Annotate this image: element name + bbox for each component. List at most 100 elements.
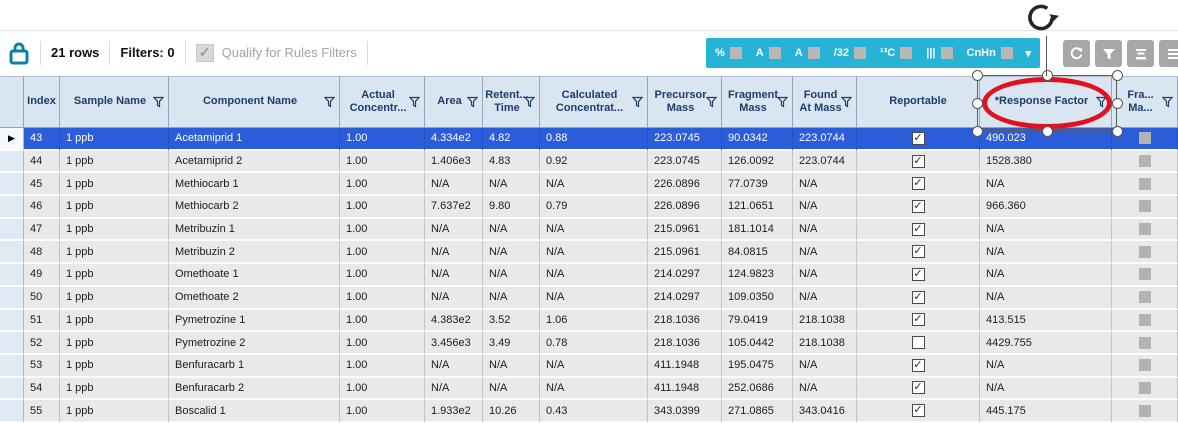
cell-sample[interactable]: 1 ppb [60, 128, 169, 151]
cell-component[interactable]: Methiocarb 1 [169, 173, 340, 197]
row-selector-cell[interactable] [0, 150, 24, 174]
row-selector-cell[interactable] [0, 218, 24, 242]
reportable-checkbox-checked[interactable]: ✓ [911, 267, 925, 281]
filter-icon[interactable] [706, 96, 717, 108]
cell-component[interactable]: Acetamiprid 1 [169, 128, 340, 151]
cell-actual[interactable]: 1.00 [340, 286, 425, 310]
cell-calc[interactable]: 0.78 [540, 332, 648, 355]
cell-response[interactable]: 413.515 [980, 309, 1112, 333]
cell-reportable[interactable]: ✓ [857, 150, 980, 174]
mass-accuracy-a1-icon[interactable]: A [755, 47, 764, 59]
cell-area[interactable]: N/A [425, 173, 483, 197]
reportable-checkbox-checked[interactable]: ✓ [911, 290, 925, 304]
cell-fragMa[interactable] [1112, 150, 1178, 174]
cell-reportable[interactable]: ✓ [857, 377, 980, 401]
cell-rt[interactable]: 10.26 [483, 400, 540, 423]
cell-response[interactable]: N/A [980, 377, 1112, 401]
mass-accuracy-a2-icon-toggle[interactable] [807, 47, 820, 59]
cell-precursor[interactable]: 223.0745 [648, 128, 722, 151]
cell-found[interactable]: 218.1038 [793, 332, 857, 355]
cell-actual[interactable]: 1.00 [340, 150, 425, 174]
cell-calc[interactable]: 0.88 [540, 128, 648, 151]
cell-fragment[interactable]: 181.1014 [722, 218, 793, 242]
cell-reportable[interactable]: ✓ [857, 196, 980, 219]
cell-calc[interactable]: N/A [540, 218, 648, 242]
cell-precursor[interactable]: 214.0297 [648, 286, 722, 310]
header-component-name[interactable]: Component Name [169, 76, 340, 128]
cell-area[interactable]: 7.637e2 [425, 196, 483, 219]
row-selector-cell[interactable] [0, 264, 24, 287]
cell-reportable[interactable]: ✓ [857, 264, 980, 287]
cell-found[interactable]: N/A [793, 264, 857, 287]
mass-accuracy-a2-icon[interactable]: A [794, 47, 803, 59]
cell-sample[interactable]: 1 ppb [60, 286, 169, 310]
cell-sample[interactable]: 1 ppb [60, 241, 169, 265]
row-selector-cell[interactable] [0, 241, 24, 265]
cell-response[interactable]: N/A [980, 264, 1112, 287]
cell-precursor[interactable]: 215.0961 [648, 241, 722, 265]
cell-area[interactable]: N/A [425, 241, 483, 265]
cell-fragment[interactable]: 77.0739 [722, 173, 793, 197]
reportable-checkbox-checked[interactable]: ✓ [911, 199, 925, 213]
cell-index[interactable]: 43 [24, 128, 60, 151]
cell-actual[interactable]: 1.00 [340, 377, 425, 401]
cell-index[interactable]: 52 [24, 332, 60, 355]
cell-calc[interactable]: N/A [540, 173, 648, 197]
cell-reportable[interactable]: ✓ [857, 218, 980, 242]
cell-area[interactable]: 1.933e2 [425, 400, 483, 423]
cell-area[interactable]: 3.456e3 [425, 332, 483, 355]
cell-fragment[interactable]: 79.0419 [722, 309, 793, 333]
cell-rt[interactable]: 3.49 [483, 332, 540, 355]
filter-icon[interactable] [841, 96, 852, 108]
filter-icon[interactable] [153, 96, 164, 108]
cell-sample[interactable]: 1 ppb [60, 400, 169, 423]
refresh-button[interactable] [1063, 40, 1090, 67]
cell-sample[interactable]: 1 ppb [60, 196, 169, 219]
reportable-checkbox-checked[interactable]: ✓ [911, 404, 925, 418]
cell-rt[interactable]: 3.52 [483, 309, 540, 333]
cell-reportable[interactable]: ✓ [857, 400, 980, 423]
cell-actual[interactable]: 1.00 [340, 241, 425, 265]
header-found-at-mass[interactable]: Found At Mass [793, 76, 857, 128]
reportable-checkbox-checked[interactable]: ✓ [911, 381, 925, 395]
row-display-list-button[interactable] [1159, 40, 1178, 67]
cell-sample[interactable]: 1 ppb [60, 354, 169, 378]
reportable-checkbox-unchecked[interactable] [911, 336, 925, 350]
table-row[interactable]: 48 1 ppb Metribuzin 2 1.00 N/A N/A N/A 215.0961… [0, 241, 1178, 265]
filter-icon[interactable] [524, 96, 535, 108]
cell-actual[interactable]: 1.00 [340, 173, 425, 197]
cell-calc[interactable]: 1.06 [540, 309, 648, 333]
header-precursor-mass[interactable]: Precursor Mass [648, 76, 722, 128]
formula-cnhn-icon-toggle[interactable] [1000, 47, 1013, 59]
cell-reportable[interactable]: ✓ [857, 128, 980, 151]
cell-response[interactable]: 490.023 [980, 128, 1112, 151]
header-actual-concentration[interactable]: Actual Concentr... [340, 76, 425, 128]
cell-found[interactable]: N/A [793, 286, 857, 310]
table-row[interactable]: 54 1 ppb Benfuracarb 2 1.00 N/A N/A N/A 411.194… [0, 377, 1178, 401]
row-selector-cell[interactable] [0, 173, 24, 197]
cell-precursor[interactable]: 411.1948 [648, 377, 722, 401]
spectrum-bars-icon-toggle[interactable] [940, 47, 953, 59]
header-response-factor[interactable]: *Response Factor [980, 76, 1112, 128]
cell-found[interactable]: 343.0416 [793, 400, 857, 423]
cell-found[interactable]: N/A [793, 196, 857, 219]
cell-precursor[interactable]: 226.0896 [648, 173, 722, 197]
cell-calc[interactable]: 0.79 [540, 196, 648, 219]
cell-component[interactable]: Metribuzin 2 [169, 241, 340, 265]
filter-icon[interactable] [777, 96, 788, 108]
table-row[interactable]: 52 1 ppb Pymetrozine 2 1.00 3.456e3 3.49 0.78 2… [0, 332, 1178, 355]
cell-actual[interactable]: 1.00 [340, 218, 425, 242]
cell-rt[interactable]: N/A [483, 173, 540, 197]
cell-component[interactable]: Acetamiprid 2 [169, 150, 340, 174]
cell-component[interactable]: Methiocarb 2 [169, 196, 340, 219]
row-selector-cell[interactable] [0, 309, 24, 333]
cell-actual[interactable]: 1.00 [340, 332, 425, 355]
cell-response[interactable]: 4429.755 [980, 332, 1112, 355]
header-retention-time[interactable]: Retent... Time [483, 76, 540, 128]
row-selector-cell[interactable] [0, 354, 24, 378]
cell-area[interactable]: N/A [425, 264, 483, 287]
cell-fragment[interactable]: 105.0442 [722, 332, 793, 355]
percent-icon-toggle[interactable] [729, 47, 742, 59]
row-selector-cell[interactable] [0, 196, 24, 219]
cell-precursor[interactable]: 218.1036 [648, 309, 722, 333]
